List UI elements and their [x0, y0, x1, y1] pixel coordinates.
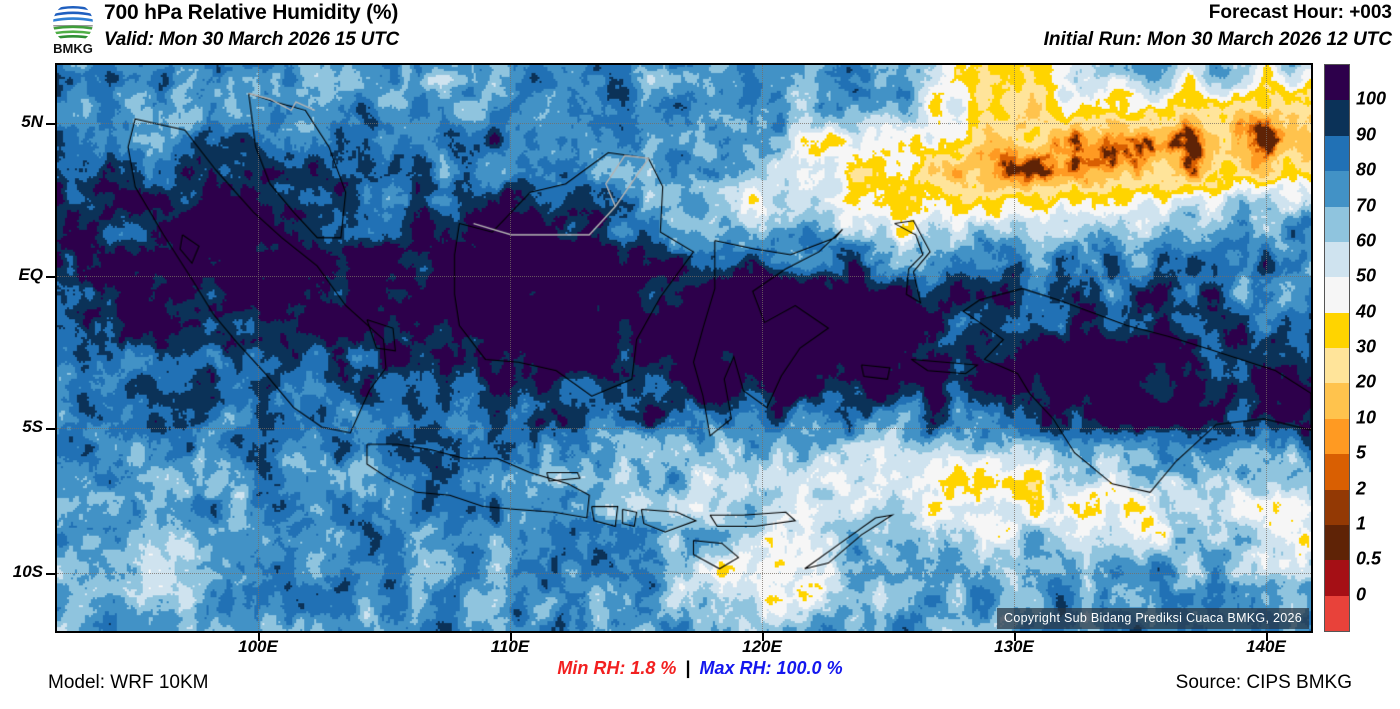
colorbar-band	[1325, 595, 1349, 631]
colorbar-band	[1325, 454, 1349, 490]
y-axis-label: 5N	[21, 112, 43, 131]
page-title: 700 hPa Relative Humidity (%)	[104, 1, 399, 24]
x-axis-tick	[762, 633, 764, 641]
colorbar-tick-label: 5	[1356, 442, 1367, 463]
colorbar-band	[1325, 241, 1349, 278]
copyright-watermark: Copyright Sub Bidang Prediksi Cuaca BMKG…	[997, 608, 1309, 629]
min-rh-label: Min RH: 1.8 %	[557, 658, 677, 678]
colorbar-tick-label: 50	[1356, 265, 1377, 286]
x-axis-tick	[258, 633, 260, 641]
svg-text:BMKG: BMKG	[53, 41, 93, 56]
colorbar-tick-label: 2	[1356, 478, 1367, 498]
y-axis-label: EQ	[18, 265, 43, 284]
source-label: Source: CIPS BMKG	[1175, 672, 1352, 693]
y-axis-tick	[46, 276, 55, 278]
colorbar-tick-label: 30	[1356, 336, 1377, 357]
x-axis-label: 120E	[742, 637, 782, 656]
rh-extremes-line: Min RH: 1.8 % | Max RH: 100.0 %	[0, 658, 1400, 679]
initial-run-label: Initial Run: Mon 30 March 2026 12 UTC	[1043, 29, 1392, 50]
y-axis-tick	[46, 573, 55, 575]
x-axis-tick	[1014, 633, 1016, 641]
colorbar-band	[1325, 348, 1349, 384]
y-axis-tick	[46, 428, 55, 430]
colorbar-tick-label: 20	[1356, 371, 1377, 392]
colorbar-band	[1325, 135, 1349, 172]
colorbar-band	[1325, 418, 1349, 455]
colorbar-tick-label: 10	[1356, 407, 1377, 428]
y-axis-label: 10S	[12, 562, 43, 581]
colorbar-tick-label: 70	[1356, 195, 1377, 215]
colorbar-band	[1325, 206, 1349, 242]
colorbar-labels: 100 90 80 70 60 50 40 30 20 10 5 2 1 0.5 0	[1356, 64, 1400, 632]
x-axis-tick	[1266, 633, 1268, 641]
relative-humidity-contour-map	[57, 65, 1311, 631]
model-label: Model: WRF 10KM	[48, 672, 209, 693]
y-axis-label: 5S	[22, 417, 43, 436]
colorbar-band	[1325, 524, 1349, 561]
colorbar-band	[1325, 560, 1349, 596]
colorbar-tick-label: 0.5	[1356, 548, 1382, 569]
x-axis-label: 130E	[994, 637, 1034, 656]
colorbar-tick-label: 80	[1356, 159, 1377, 180]
colorbar-band	[1325, 171, 1349, 207]
max-rh-label: Max RH: 100.0 %	[699, 658, 843, 678]
colorbar-band	[1325, 489, 1349, 525]
colorbar-band	[1325, 65, 1349, 101]
colorbar-tick-label: 90	[1356, 124, 1377, 145]
colorbar-tick-label: 100	[1356, 88, 1387, 109]
y-axis-tick	[46, 123, 55, 125]
colorbar-band	[1325, 383, 1349, 419]
colorbar	[1324, 64, 1350, 632]
colorbar-tick-label: 60	[1356, 230, 1377, 251]
valid-time-label: Valid: Mon 30 March 2026 15 UTC	[104, 29, 400, 50]
bmkg-logo-icon: BMKG	[44, 2, 102, 56]
x-axis-label: 100E	[238, 637, 278, 656]
x-axis-label: 110E	[490, 637, 530, 656]
colorbar-tick-label: 1	[1356, 513, 1367, 534]
colorbar-tick-label: 0	[1356, 584, 1367, 605]
x-axis-tick	[510, 633, 512, 641]
colorbar-band	[1325, 312, 1349, 348]
forecast-hour-label: Forecast Hour: +003	[1208, 2, 1392, 23]
colorbar-band	[1325, 277, 1349, 313]
x-axis-label: 140E	[1246, 637, 1286, 656]
rh-separator: |	[685, 658, 691, 678]
header: BMKG 700 hPa Relative Humidity (%) Valid…	[0, 0, 1400, 58]
colorbar-band	[1325, 100, 1349, 136]
colorbar-tick-label: 40	[1356, 301, 1377, 322]
map-panel[interactable]: Copyright Sub Bidang Prediksi Cuaca BMKG…	[55, 63, 1313, 633]
